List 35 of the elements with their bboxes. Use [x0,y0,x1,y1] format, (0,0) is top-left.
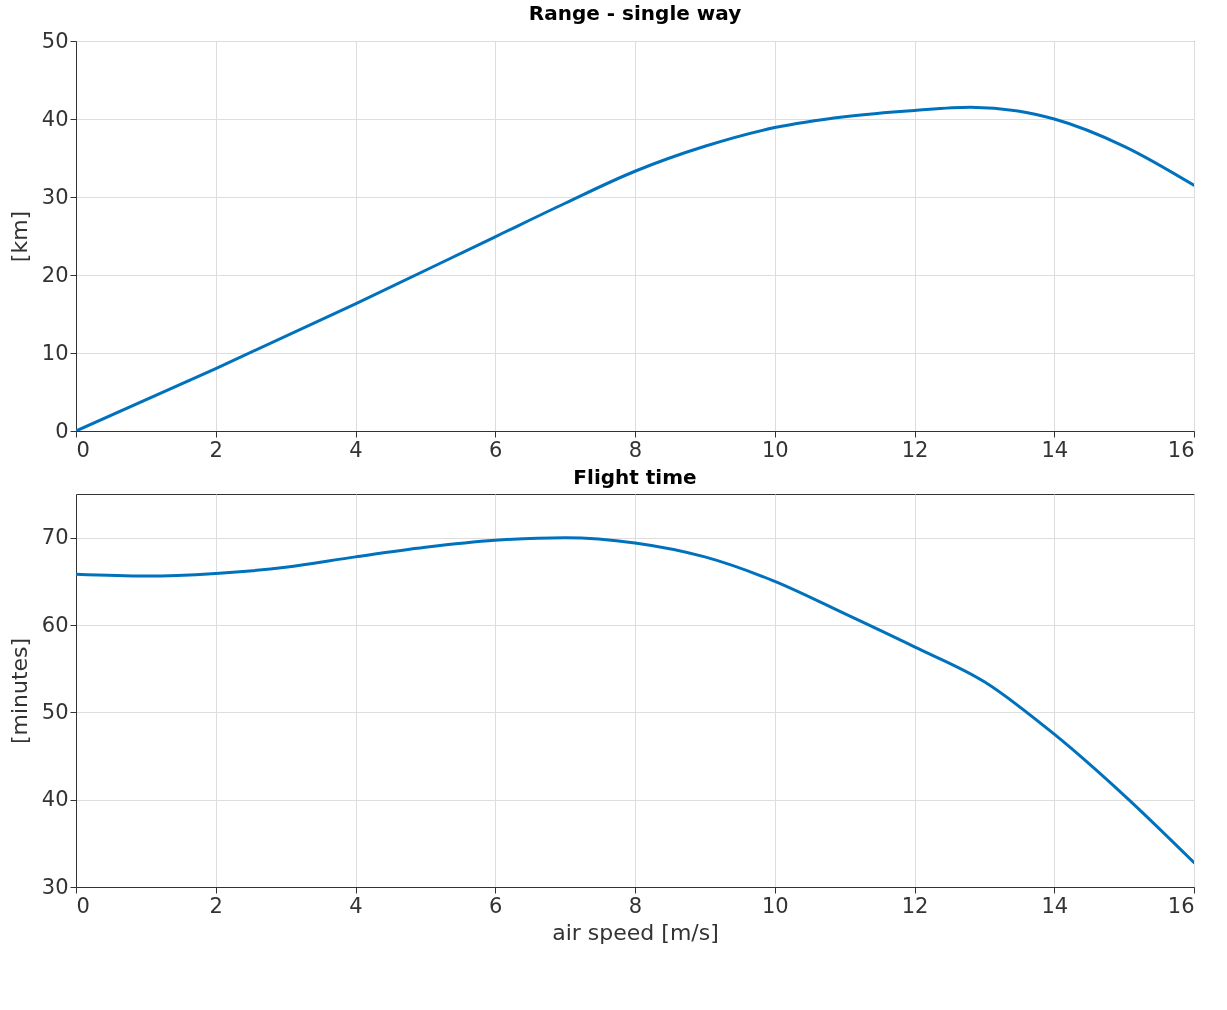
x-tick-label: 14 [1041,893,1069,918]
x-tick-label: 0 [76,893,90,918]
chart-title: Flight time [573,465,697,489]
x-tick-label: 8 [628,893,643,918]
y-tick-label: 50 [41,28,69,53]
x-tick-label: 4 [349,893,363,918]
y-tick-label: 70 [41,525,69,550]
chart-title: Range - single way [528,1,742,25]
x-axis-title: air speed [m/s] [552,919,719,945]
y-axis-title: [km] [6,210,32,263]
y-tick-label: 50 [41,699,69,724]
y-tick-label: 40 [41,106,69,131]
x-tick-label: 6 [489,437,503,462]
y-tick-label: 30 [41,184,69,209]
x-tick-label: 16 [1167,893,1195,918]
x-tick-label: 10 [761,893,789,918]
x-tick-label: 8 [628,437,643,462]
x-tick-label: 12 [901,437,929,462]
x-tick-label: 14 [1041,437,1069,462]
x-tick-label: 2 [209,893,223,918]
y-tick-label: 60 [41,612,69,637]
y-tick-label: 20 [41,262,69,287]
x-tick-label: 10 [761,437,789,462]
x-tick-label: 0 [76,437,90,462]
y-tick-label: 10 [41,340,69,365]
x-tick-label: 16 [1167,437,1195,462]
x-tick-label: 2 [209,437,223,462]
y-tick-label: 40 [41,787,69,812]
y-axis-title: [minutes] [6,637,32,745]
y-tick-label: 0 [55,418,69,443]
x-tick-label: 12 [901,893,929,918]
line-series [76,536,1194,865]
x-tick-label: 6 [489,893,503,918]
y-tick-label: 30 [41,874,69,899]
x-tick-label: 4 [349,437,363,462]
